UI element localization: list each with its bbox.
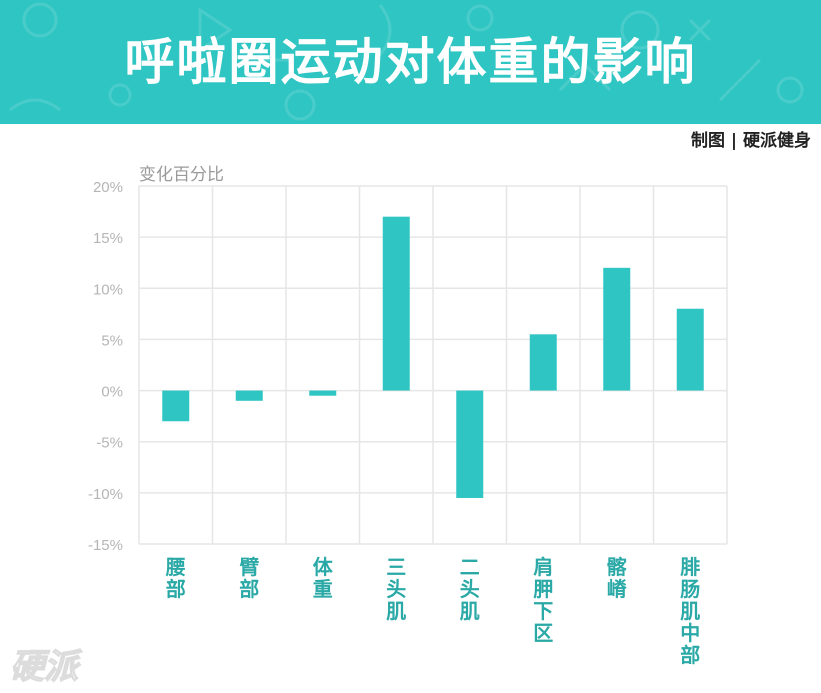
y-tick-label: 15%: [93, 230, 123, 247]
credit-text: 制图 | 硬派健身: [690, 131, 811, 151]
grid: [138, 185, 728, 545]
y-tick-label: 10%: [93, 281, 123, 298]
x-tick-label: 腰部: [165, 555, 186, 601]
bar: [603, 267, 631, 391]
y-tick-label: 5%: [101, 332, 123, 349]
y-tick-label: -10%: [88, 486, 123, 503]
x-tick-label: 体重: [313, 555, 334, 601]
x-tick-label: 髂嵴: [607, 555, 628, 601]
y-tick-label: -15%: [88, 537, 123, 554]
watermark-text: 硬派: [10, 647, 83, 686]
x-tick-label: 二头肌: [460, 555, 480, 623]
banner-decoration: [9, 2, 804, 121]
bars: [162, 216, 704, 498]
y-tick-label: 0%: [101, 384, 123, 401]
bar: [382, 216, 410, 391]
x-labels: 腰部 臂部 体重 三头肌 二头肌 肩胛下区 髂嵴 腓肠肌中部: [165, 555, 701, 667]
title-banner: 呼啦圈运动对体重的影响: [0, 0, 821, 124]
bar: [309, 390, 337, 396]
bar: [676, 308, 704, 391]
y-tick-label: 20%: [93, 179, 123, 196]
x-tick-label: 腓肠肌中部: [680, 555, 700, 667]
watermark-logo: 硬派: [9, 646, 83, 686]
y-tick-label: -5%: [96, 435, 123, 452]
bar: [235, 390, 263, 401]
x-tick-label: 三头肌: [386, 555, 406, 623]
x-tick-label: 肩胛下区: [533, 555, 553, 645]
x-tick-label: 臂部: [239, 555, 259, 601]
y-axis-label: 变化百分比: [139, 165, 224, 184]
y-ticks: 20% 15% 10% 5% 0% -5% -10% -15%: [88, 179, 123, 554]
bar: [456, 390, 484, 498]
bar: [529, 334, 557, 391]
chart-title: 呼啦圈运动对体重的影响: [124, 33, 697, 91]
bar-chart: 变化百分比 20% 15% 10% 5% 0% -5% -10% -15% 腰部 臂部 体重 三头肌…: [88, 165, 728, 667]
bar: [162, 390, 190, 422]
